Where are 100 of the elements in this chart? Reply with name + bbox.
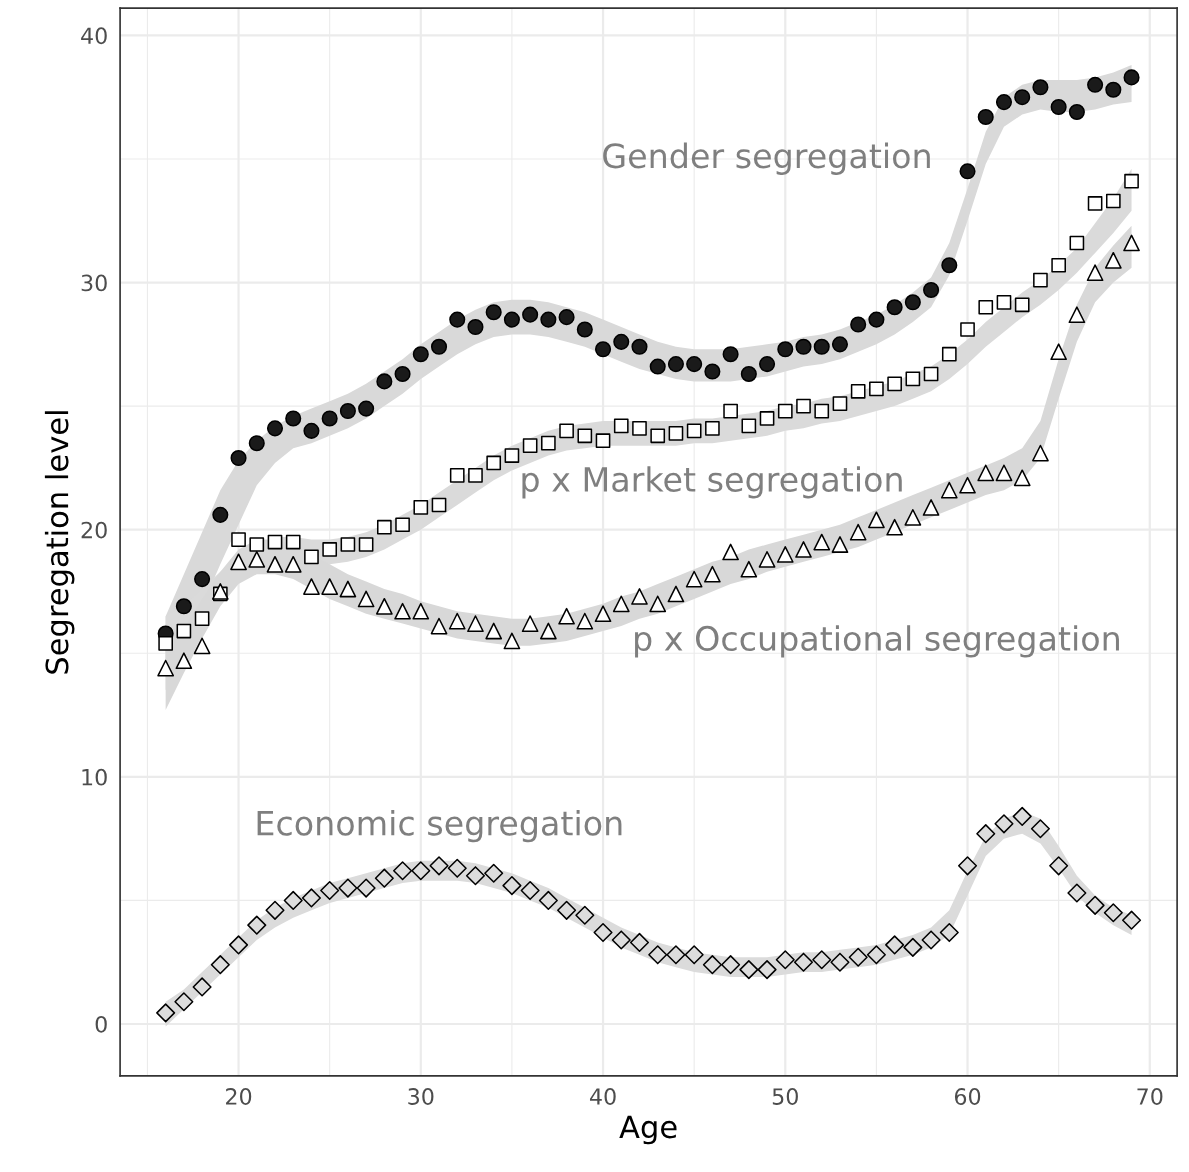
point <box>357 590 375 608</box>
point <box>156 1003 176 1023</box>
point <box>375 597 393 615</box>
point <box>539 622 557 640</box>
point <box>1121 910 1142 930</box>
point <box>1014 297 1030 313</box>
point <box>722 346 739 363</box>
point <box>374 868 394 888</box>
point <box>576 321 593 338</box>
point <box>376 373 393 390</box>
point <box>940 481 958 499</box>
point <box>285 534 301 550</box>
point <box>667 585 685 603</box>
point <box>520 880 540 901</box>
point <box>412 346 429 363</box>
point <box>629 932 650 952</box>
point <box>869 381 884 397</box>
point <box>795 338 812 355</box>
point <box>503 311 520 328</box>
point <box>321 578 339 595</box>
point <box>739 960 759 980</box>
point <box>448 612 466 630</box>
x-tick-label: 30 <box>408 1088 434 1105</box>
y-tick-label: 10 <box>82 768 107 786</box>
point <box>1051 257 1067 273</box>
point <box>486 455 502 471</box>
point <box>1068 103 1085 121</box>
point <box>795 541 812 558</box>
point <box>192 977 212 997</box>
point <box>266 420 284 437</box>
point <box>212 506 229 523</box>
x-axis-title: Age <box>619 1115 677 1145</box>
point <box>303 422 320 439</box>
point <box>613 333 630 350</box>
point <box>502 876 522 896</box>
point <box>704 565 721 583</box>
point <box>922 499 940 516</box>
point <box>1032 444 1049 462</box>
point <box>376 519 392 535</box>
x-tick-label: 50 <box>772 1088 798 1105</box>
point <box>812 950 832 970</box>
point <box>831 336 849 353</box>
point <box>850 316 867 333</box>
point <box>650 428 666 444</box>
point <box>339 403 356 420</box>
point <box>704 363 721 380</box>
point <box>757 960 777 980</box>
point <box>850 383 866 399</box>
point <box>939 922 959 943</box>
point <box>158 636 174 651</box>
point <box>741 418 757 434</box>
point <box>228 935 249 955</box>
point <box>740 560 758 578</box>
point <box>558 607 575 625</box>
point <box>868 311 885 328</box>
annotation: Gender segregation <box>603 142 930 175</box>
point <box>521 615 539 632</box>
point <box>194 611 210 627</box>
point <box>1105 193 1121 209</box>
point <box>285 410 302 427</box>
point <box>430 338 448 355</box>
point <box>994 814 1014 834</box>
point <box>613 418 629 434</box>
point <box>176 623 192 639</box>
point <box>1067 883 1087 903</box>
point <box>594 605 612 623</box>
point <box>267 534 283 550</box>
point <box>905 371 921 387</box>
point <box>485 304 502 321</box>
point <box>303 578 320 595</box>
point <box>321 410 338 427</box>
point <box>649 358 666 375</box>
point <box>522 438 538 454</box>
point <box>1103 903 1123 923</box>
point <box>248 550 266 568</box>
point <box>1050 99 1067 116</box>
point <box>776 546 794 563</box>
point <box>995 464 1013 482</box>
point <box>793 952 814 972</box>
point <box>394 365 411 383</box>
point <box>923 366 939 382</box>
point <box>465 866 486 886</box>
point <box>1124 173 1139 189</box>
point <box>923 281 940 299</box>
point <box>485 622 503 640</box>
point <box>705 421 720 436</box>
point <box>1013 469 1031 487</box>
point <box>249 537 265 552</box>
point <box>1030 819 1050 839</box>
point <box>885 935 905 955</box>
point <box>356 878 376 898</box>
point <box>394 602 411 620</box>
point <box>759 411 775 426</box>
point <box>358 537 374 552</box>
point <box>887 376 902 392</box>
point <box>1012 806 1032 826</box>
point <box>1069 235 1085 251</box>
x-tick-label: 60 <box>954 1088 981 1105</box>
point <box>320 880 340 901</box>
point <box>230 553 247 571</box>
